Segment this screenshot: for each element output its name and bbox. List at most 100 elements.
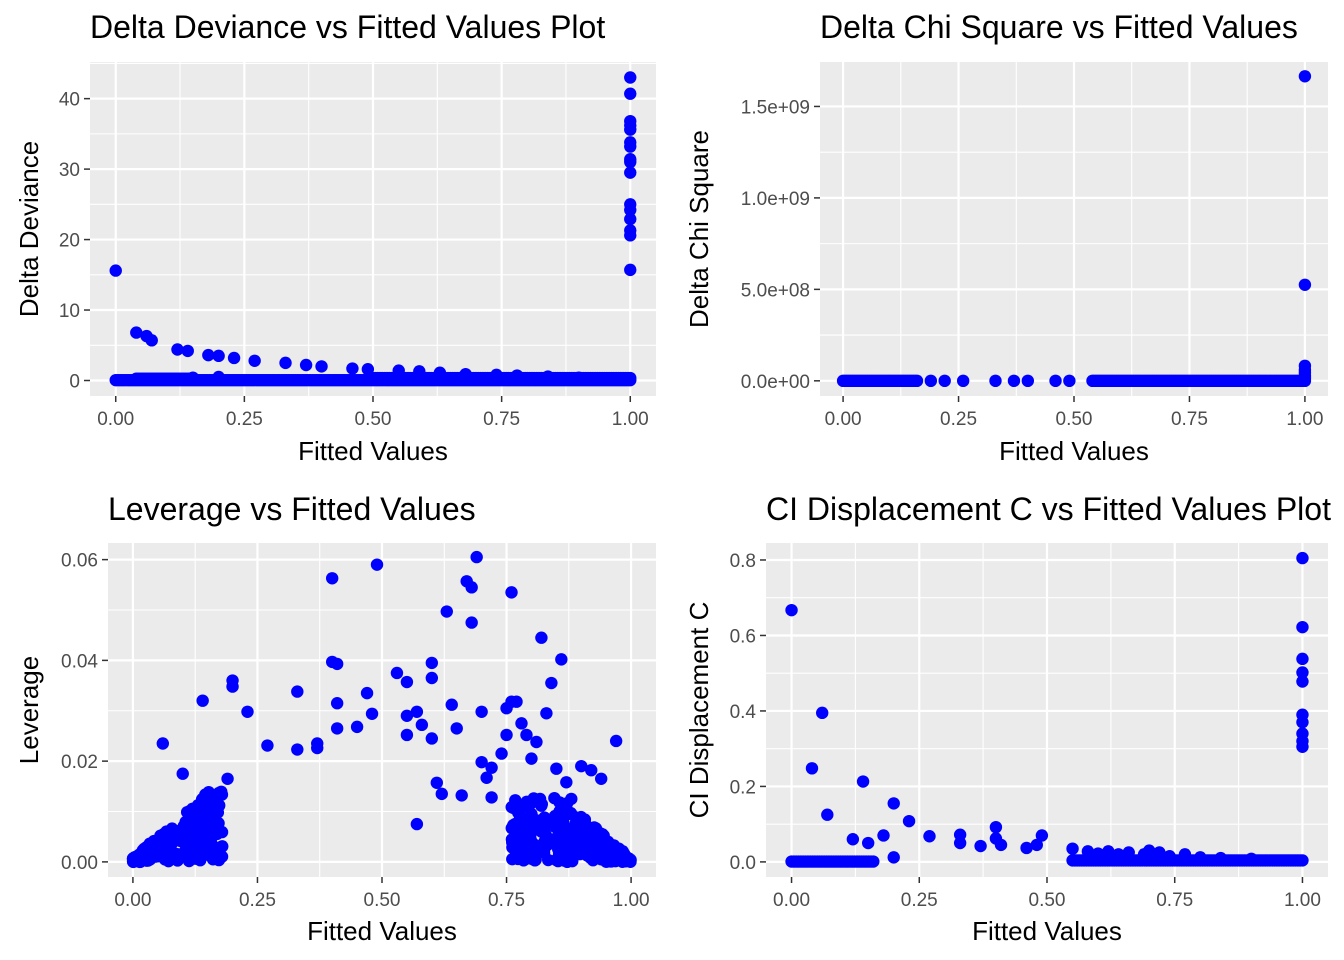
x-tick-label: 1.00 xyxy=(613,890,650,911)
chart-title: Delta Deviance vs Fitted Values Plot xyxy=(90,9,605,45)
data-point xyxy=(509,794,522,807)
y-axis-label: Delta Chi Square xyxy=(684,130,714,328)
x-tick-label: 1.00 xyxy=(1284,890,1321,911)
data-point xyxy=(1298,372,1312,386)
data-point xyxy=(540,707,553,720)
data-point xyxy=(291,685,304,698)
y-tick-label: 5.0e+08 xyxy=(741,280,810,301)
data-point xyxy=(595,772,608,785)
y-tick-label: 0.02 xyxy=(61,752,98,773)
data-point xyxy=(433,366,447,379)
data-point xyxy=(181,344,194,358)
data-point xyxy=(513,832,526,845)
x-tick-label: 0.00 xyxy=(114,890,151,911)
data-point xyxy=(1298,278,1312,291)
data-point xyxy=(887,797,900,810)
data-point xyxy=(515,717,528,730)
data-point xyxy=(221,772,234,785)
y-axis-label: Delta Deviance xyxy=(14,141,44,317)
data-point xyxy=(435,787,448,801)
data-point xyxy=(1049,374,1062,388)
x-axis-label: Fitted Values xyxy=(298,436,448,466)
data-point xyxy=(485,761,498,774)
data-point xyxy=(227,351,241,365)
points-layer xyxy=(126,550,637,869)
y-tick-label: 0.2 xyxy=(730,777,756,798)
data-point xyxy=(410,705,424,718)
x-tick-label: 1.00 xyxy=(1286,409,1323,430)
data-point xyxy=(861,836,875,850)
data-point xyxy=(475,755,488,769)
y-tick-label: 0.04 xyxy=(61,651,98,672)
points-layer xyxy=(836,70,1312,388)
panel-delta-chi-square: 0.00 0.25 0.50 0.75 1.00 0.0e+00 5.0e+08 1.0e+0… xyxy=(684,9,1328,466)
x-tick-label: 0.25 xyxy=(901,890,938,911)
data-point xyxy=(548,791,561,805)
y-tick-label: 20 xyxy=(59,231,80,252)
data-point xyxy=(545,676,558,690)
panel-leverage: 0.00 0.25 0.50 0.75 1.00 0.00 0.02 0.04 0.06 Leve… xyxy=(14,491,656,946)
data-point xyxy=(1021,374,1035,388)
data-point xyxy=(440,605,453,618)
data-point xyxy=(529,853,542,866)
data-point xyxy=(425,732,439,745)
data-point xyxy=(279,356,292,370)
y-tick-label: 0.8 xyxy=(730,551,756,572)
data-point xyxy=(624,140,637,153)
data-point xyxy=(1296,675,1309,688)
data-point xyxy=(585,764,598,777)
data-point xyxy=(953,836,967,850)
data-point xyxy=(360,686,374,700)
x-tick-label: 0.75 xyxy=(1171,409,1208,430)
data-point xyxy=(450,722,463,735)
data-point xyxy=(550,762,563,775)
data-point xyxy=(361,363,375,376)
x-tick-label: 1.00 xyxy=(612,409,649,430)
data-point xyxy=(856,775,870,788)
data-point xyxy=(1194,851,1207,864)
x-tick-label: 0.75 xyxy=(488,890,525,911)
data-point xyxy=(553,805,566,818)
data-point xyxy=(1245,852,1258,866)
data-point xyxy=(624,166,637,179)
points-layer xyxy=(109,71,637,387)
data-point xyxy=(459,367,472,381)
data-point xyxy=(520,795,533,808)
data-point xyxy=(315,360,328,373)
data-point xyxy=(1030,838,1043,852)
x-axis-label: Fitted Values xyxy=(972,916,1122,946)
data-point xyxy=(624,87,637,100)
data-point xyxy=(109,264,122,277)
data-point xyxy=(370,558,384,571)
data-point xyxy=(624,371,637,385)
data-point xyxy=(1091,847,1105,860)
data-point xyxy=(365,707,379,720)
data-point xyxy=(1298,70,1312,83)
data-point xyxy=(1063,374,1076,388)
x-tick-label: 0.00 xyxy=(97,409,134,430)
data-point xyxy=(506,852,519,866)
data-point xyxy=(188,831,202,844)
data-point xyxy=(924,374,938,388)
chart-title: CI Displacement C vs Fitted Values Plot xyxy=(766,491,1331,527)
data-point xyxy=(582,835,595,848)
y-tick-label: 10 xyxy=(59,301,80,322)
data-point xyxy=(910,374,924,388)
data-point xyxy=(156,833,169,847)
data-point xyxy=(1296,666,1309,679)
data-point xyxy=(1296,551,1309,565)
x-tick-label: 0.75 xyxy=(483,409,520,430)
data-point xyxy=(162,854,175,868)
data-point xyxy=(1296,620,1309,634)
data-point xyxy=(1112,848,1125,861)
data-point xyxy=(624,123,637,136)
data-point xyxy=(415,718,429,732)
data-point xyxy=(299,358,313,372)
data-point xyxy=(535,825,548,838)
data-point xyxy=(541,370,555,383)
data-point xyxy=(510,820,523,833)
data-point xyxy=(603,372,616,385)
data-point xyxy=(816,706,829,720)
data-point xyxy=(1296,854,1309,867)
data-point xyxy=(470,550,483,564)
